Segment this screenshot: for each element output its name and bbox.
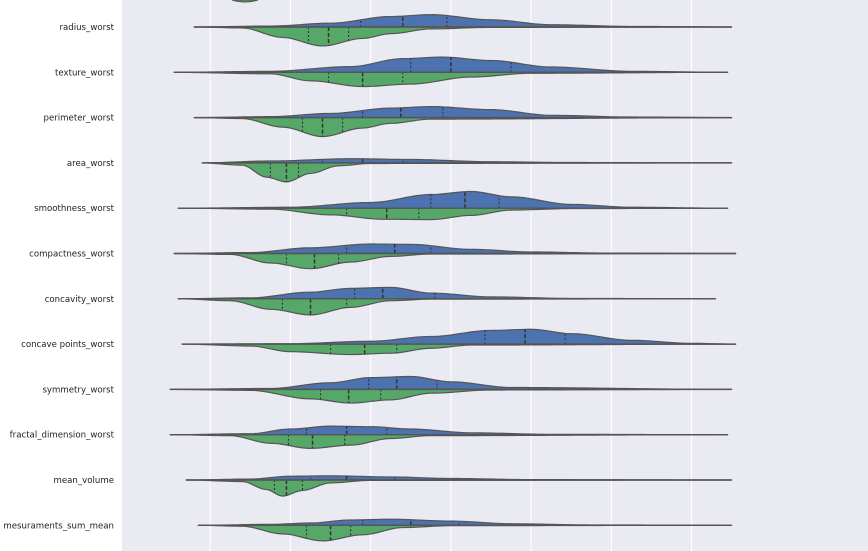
y-tick-label: smoothness_worst <box>34 204 114 214</box>
y-tick-label: concave points_worst <box>21 340 115 350</box>
clipped-violin-fragment <box>231 0 259 3</box>
violin-compactness_worst <box>173 243 737 270</box>
violin-fractal_dimension_worst <box>169 425 729 449</box>
y-tick-labels: radius_worst texture_worst perimeter_worst… <box>3 23 114 531</box>
violin-smoothness_worst <box>177 190 729 221</box>
y-tick-label: mean_volume <box>53 476 114 486</box>
violin-concavity_worst <box>177 286 717 316</box>
y-tick-label: radius_worst <box>59 23 114 33</box>
y-tick-label: concavity_worst <box>45 295 115 305</box>
violin-mesuraments_sum_mean <box>197 518 733 542</box>
violin-area_worst <box>201 158 733 183</box>
grid-lines <box>209 0 693 551</box>
violin-radius_worst <box>193 14 733 47</box>
y-tick-label: area_worst <box>67 159 115 169</box>
upper-half <box>177 190 729 209</box>
violins <box>169 0 737 542</box>
violin-symmetry_worst <box>169 375 733 404</box>
y-tick-label: texture_worst <box>55 68 115 78</box>
y-tick-label: perimeter_worst <box>44 114 115 124</box>
violin-perimeter_worst <box>193 105 733 138</box>
plot-background <box>122 0 868 551</box>
y-tick-label: mesuraments_sum_mean <box>3 521 114 531</box>
violin-mean_volume <box>185 475 733 497</box>
violin-concave-points_worst <box>181 328 737 356</box>
violin-texture_worst <box>173 56 729 88</box>
y-tick-label: compactness_worst <box>29 250 114 260</box>
y-tick-label: symmetry_worst <box>42 385 114 395</box>
y-tick-label: fractal_dimension_worst <box>10 431 115 441</box>
